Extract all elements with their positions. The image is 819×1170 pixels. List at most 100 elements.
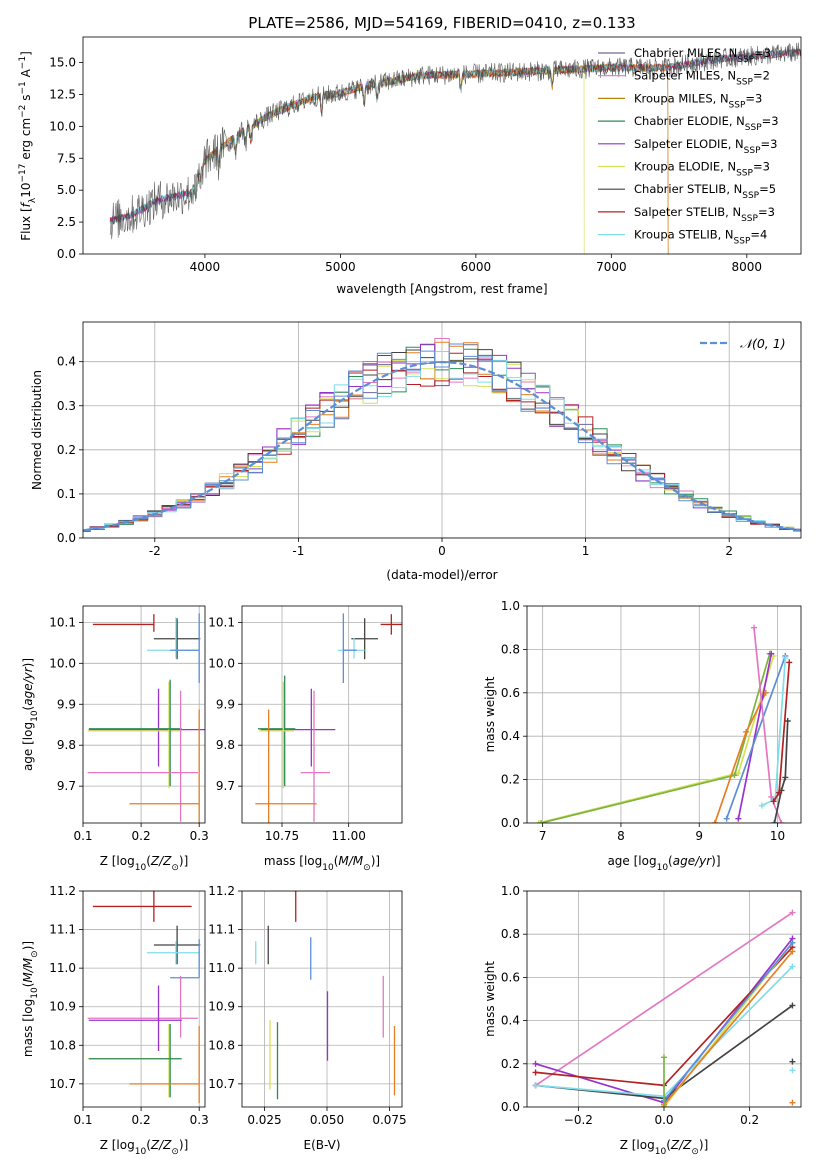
- y-tick-label: 9.8: [57, 738, 76, 752]
- y-tick-label: 10.0: [208, 656, 235, 670]
- x-tick-label: −0.2: [564, 1113, 593, 1127]
- x-tick-label: 0.3: [190, 829, 209, 843]
- y-tick-label: 0.4: [57, 355, 76, 369]
- y-tick-label: 10.7: [49, 1077, 76, 1091]
- x-axis-label: E(B-V): [303, 1138, 340, 1152]
- point-marker: [789, 1002, 796, 1009]
- x-tick-label: 8000: [732, 260, 763, 274]
- x-tick-label: 6000: [461, 260, 492, 274]
- plot-area: [109, 42, 801, 254]
- legend-label: Salpeter MILES, NSSP=2: [634, 69, 770, 88]
- point-marker: [768, 793, 775, 800]
- y-axis-label: mass [log10(M/M⊙)]: [21, 941, 40, 1057]
- point-marker: [731, 772, 738, 779]
- spectrum-line: [191, 62, 669, 254]
- series-line: [725, 655, 787, 819]
- point-marker: [735, 815, 742, 822]
- point-marker: [711, 820, 718, 823]
- point-marker: [661, 1054, 667, 1061]
- x-tick-label: 0.2: [132, 1113, 151, 1127]
- plot-area: [83, 606, 205, 823]
- plot-area: [83, 322, 801, 538]
- x-tick-label: 0: [438, 544, 446, 558]
- x-tick-label: 11.00: [331, 829, 365, 843]
- histogram-step: [83, 351, 801, 532]
- series-line: [535, 911, 793, 1087]
- x-tick-label: 0.1: [73, 829, 92, 843]
- data-point: [342, 613, 357, 683]
- x-tick-label: 0.1: [73, 1113, 92, 1127]
- point-marker: [778, 820, 785, 823]
- y-tick-label: 9.9: [57, 697, 76, 711]
- panel-5: 7 8 9 10 0.0 0.2 0.4 0.6 0.8 1.0 age [log10(age/yr…: [483, 599, 802, 873]
- data-point: [146, 941, 200, 965]
- plot-area: [242, 606, 402, 823]
- axes-frame: [526, 890, 802, 1108]
- y-tick-label: 0.8: [501, 642, 520, 656]
- y-tick-label: 12.5: [49, 87, 76, 101]
- point-marker: [789, 939, 796, 946]
- y-tick-label: 7.5: [57, 151, 76, 165]
- y-tick-label: 0.3: [57, 399, 76, 413]
- point-marker: [538, 820, 545, 823]
- x-axis-label: wavelength [Angstrom, rest frame]: [336, 282, 547, 296]
- data-point: [88, 985, 182, 1052]
- point-marker: [723, 815, 730, 822]
- series-line: [538, 655, 775, 823]
- data-point: [260, 688, 336, 767]
- legend-label: Kroupa ELODIE, NSSP=3: [634, 160, 770, 179]
- spectrum-line: [109, 42, 801, 240]
- data-point: [88, 1024, 182, 1098]
- axes-frame: [82, 36, 802, 255]
- x-tick-label: 0.025: [247, 1113, 281, 1127]
- data-point: [129, 1026, 200, 1104]
- y-tick-label: 0.0: [57, 531, 76, 545]
- data-point: [88, 679, 182, 787]
- panel-3: 0.1 0.2 0.3 9.7 9.8 9.9 10.0 10.1 Z [log10(Z/Z⊙)…: [21, 605, 209, 873]
- y-tick-label: 0.8: [501, 927, 520, 941]
- legend-label: Salpeter STELIB, NSSP=3: [634, 205, 775, 224]
- y-tick-label: 11.1: [208, 923, 235, 937]
- x-tick-label: 10.75: [265, 829, 299, 843]
- y-axis-label: mass weight: [483, 961, 497, 1037]
- series-line: [773, 720, 789, 823]
- y-tick-label: 11.2: [208, 884, 235, 898]
- legend-label: Kroupa MILES, NSSP=3: [634, 91, 762, 110]
- series-line: [737, 653, 773, 819]
- point-marker: [789, 1067, 796, 1074]
- point-marker: [789, 909, 796, 916]
- y-tick-label: 0.0: [501, 816, 520, 830]
- y-tick-label: 10.9: [208, 1000, 235, 1014]
- y-tick-label: 10.7: [208, 1077, 235, 1091]
- series-line: [663, 942, 794, 1102]
- x-tick-label: 8: [617, 829, 625, 843]
- panel-4: 10.75 11.00 9.7 9.8 9.9 10.0 10.1 mass [log10(M…: [208, 605, 403, 873]
- point-marker: [789, 1058, 796, 1065]
- legend-label: Chabrier MILES, NSSP=3: [634, 46, 771, 65]
- y-tick-label: 10.1: [49, 615, 76, 629]
- point-marker: [770, 798, 777, 805]
- plot-area: [83, 891, 205, 1107]
- y-tick-label: 10.8: [208, 1038, 235, 1052]
- x-tick-label: 7000: [596, 260, 627, 274]
- data-point: [87, 1024, 181, 1098]
- data-point: [146, 617, 200, 659]
- legend-label: Chabrier ELODIE, NSSP=3: [634, 114, 779, 133]
- y-tick-label: 0.6: [501, 970, 520, 984]
- legend-label: Salpeter ELODIE, NSSP=3: [634, 137, 777, 156]
- y-axis-label: age [log10(age/yr)]: [21, 658, 40, 771]
- x-tick-label: 4000: [190, 260, 221, 274]
- panel-6: 0.1 0.2 0.3 10.7 10.8 10.9 11.0 11.1 11.2 Z [log1…: [21, 884, 209, 1157]
- x-tick-label: 0.3: [190, 1113, 209, 1127]
- y-tick-label: 11.0: [49, 961, 76, 975]
- x-tick-label: 10: [770, 829, 785, 843]
- x-tick-label: 2: [725, 544, 733, 558]
- x-axis-label: Z [log10(Z/Z⊙)]: [100, 1138, 189, 1157]
- y-tick-label: 0.4: [501, 1014, 520, 1028]
- y-axis-label: Flux [fλ10−17 erg cm−2 s−1 A−1]: [18, 51, 38, 241]
- y-tick-label: 0.6: [501, 686, 520, 700]
- point-marker: [535, 820, 542, 823]
- data-point: [338, 637, 365, 659]
- y-tick-label: 10.0: [49, 119, 76, 133]
- y-tick-label: 0.0: [501, 1100, 520, 1114]
